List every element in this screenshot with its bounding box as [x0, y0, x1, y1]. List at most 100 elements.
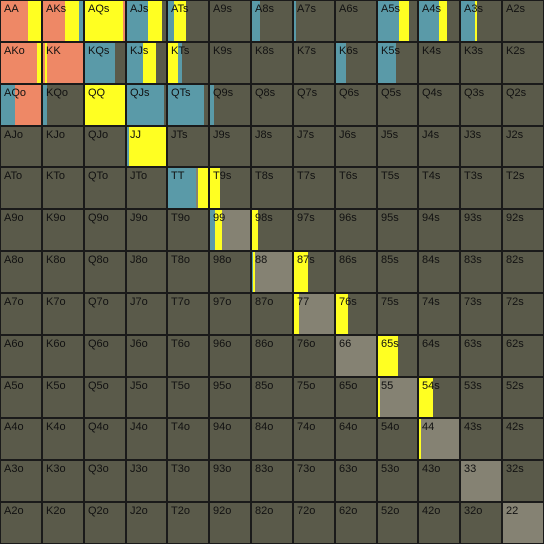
offsuit-hand-cell[interactable]: K3o [42, 460, 84, 502]
offsuit-hand-cell[interactable]: Q7o [84, 293, 126, 335]
offsuit-hand-cell[interactable]: K2o [42, 502, 84, 544]
suited-hand-cell[interactable]: QTs [167, 84, 209, 126]
suited-hand-cell[interactable]: AKs [42, 0, 84, 42]
suited-hand-cell[interactable]: Q3s [460, 84, 502, 126]
suited-hand-cell[interactable]: A7s [293, 0, 335, 42]
offsuit-hand-cell[interactable]: 96o [209, 335, 251, 377]
offsuit-hand-cell[interactable]: J8o [126, 251, 167, 293]
offsuit-hand-cell[interactable]: 63o [335, 460, 377, 502]
suited-hand-cell[interactable]: 85s [377, 251, 418, 293]
pair-cell[interactable]: 22 [502, 502, 544, 544]
suited-hand-cell[interactable]: 63s [460, 335, 502, 377]
suited-hand-cell[interactable]: Q4s [418, 84, 460, 126]
offsuit-hand-cell[interactable]: 42o [418, 502, 460, 544]
offsuit-hand-cell[interactable]: T4o [167, 418, 209, 460]
suited-hand-cell[interactable]: 98s [251, 209, 293, 251]
offsuit-hand-cell[interactable]: 93o [209, 460, 251, 502]
offsuit-hand-cell[interactable]: 83o [251, 460, 293, 502]
offsuit-hand-cell[interactable]: J3o [126, 460, 167, 502]
suited-hand-cell[interactable]: 74s [418, 293, 460, 335]
offsuit-hand-cell[interactable]: 87o [251, 293, 293, 335]
offsuit-hand-cell[interactable]: J6o [126, 335, 167, 377]
offsuit-hand-cell[interactable]: 84o [251, 418, 293, 460]
suited-hand-cell[interactable]: A3s [460, 0, 502, 42]
offsuit-hand-cell[interactable]: K9o [42, 209, 84, 251]
offsuit-hand-cell[interactable]: Q4o [84, 418, 126, 460]
offsuit-hand-cell[interactable]: 95o [209, 377, 251, 418]
suited-hand-cell[interactable]: 83s [460, 251, 502, 293]
suited-hand-cell[interactable]: Q8s [251, 84, 293, 126]
suited-hand-cell[interactable]: 86s [335, 251, 377, 293]
offsuit-hand-cell[interactable]: A8o [0, 251, 42, 293]
offsuit-hand-cell[interactable]: K5o [42, 377, 84, 418]
offsuit-hand-cell[interactable]: T2o [167, 502, 209, 544]
offsuit-hand-cell[interactable]: 62o [335, 502, 377, 544]
suited-hand-cell[interactable]: 72s [502, 293, 544, 335]
offsuit-hand-cell[interactable]: J2o [126, 502, 167, 544]
offsuit-hand-cell[interactable]: Q6o [84, 335, 126, 377]
suited-hand-cell[interactable]: 84s [418, 251, 460, 293]
pair-cell[interactable]: 77 [293, 293, 335, 335]
suited-hand-cell[interactable]: T2s [502, 167, 544, 209]
offsuit-hand-cell[interactable]: 75o [293, 377, 335, 418]
offsuit-hand-cell[interactable]: K7o [42, 293, 84, 335]
offsuit-hand-cell[interactable]: QTo [84, 167, 126, 209]
suited-hand-cell[interactable]: K2s [502, 42, 544, 84]
suited-hand-cell[interactable]: J8s [251, 126, 293, 167]
suited-hand-cell[interactable]: J6s [335, 126, 377, 167]
suited-hand-cell[interactable]: J5s [377, 126, 418, 167]
suited-hand-cell[interactable]: Q9s [209, 84, 251, 126]
suited-hand-cell[interactable]: JTs [167, 126, 209, 167]
suited-hand-cell[interactable]: KTs [167, 42, 209, 84]
offsuit-hand-cell[interactable]: 74o [293, 418, 335, 460]
suited-hand-cell[interactable]: K9s [209, 42, 251, 84]
suited-hand-cell[interactable]: QJs [126, 84, 167, 126]
suited-hand-cell[interactable]: T9s [209, 167, 251, 209]
suited-hand-cell[interactable]: 32s [502, 460, 544, 502]
suited-hand-cell[interactable]: A5s [377, 0, 418, 42]
offsuit-hand-cell[interactable]: A3o [0, 460, 42, 502]
suited-hand-cell[interactable]: J9s [209, 126, 251, 167]
offsuit-hand-cell[interactable]: 85o [251, 377, 293, 418]
suited-hand-cell[interactable]: 92s [502, 209, 544, 251]
offsuit-hand-cell[interactable]: J5o [126, 377, 167, 418]
offsuit-hand-cell[interactable]: J7o [126, 293, 167, 335]
offsuit-hand-cell[interactable]: A7o [0, 293, 42, 335]
offsuit-hand-cell[interactable]: A5o [0, 377, 42, 418]
suited-hand-cell[interactable]: T3s [460, 167, 502, 209]
suited-hand-cell[interactable]: A9s [209, 0, 251, 42]
offsuit-hand-cell[interactable]: QJo [84, 126, 126, 167]
pair-cell[interactable]: 44 [418, 418, 460, 460]
offsuit-hand-cell[interactable]: 32o [460, 502, 502, 544]
suited-hand-cell[interactable]: 93s [460, 209, 502, 251]
suited-hand-cell[interactable]: 53s [460, 377, 502, 418]
suited-hand-cell[interactable]: A8s [251, 0, 293, 42]
offsuit-hand-cell[interactable]: T6o [167, 335, 209, 377]
suited-hand-cell[interactable]: T5s [377, 167, 418, 209]
suited-hand-cell[interactable]: T7s [293, 167, 335, 209]
pair-cell[interactable]: 99 [209, 209, 251, 251]
pair-cell[interactable]: 66 [335, 335, 377, 377]
offsuit-hand-cell[interactable]: JTo [126, 167, 167, 209]
offsuit-hand-cell[interactable]: K6o [42, 335, 84, 377]
suited-hand-cell[interactable]: T6s [335, 167, 377, 209]
suited-hand-cell[interactable]: AJs [126, 0, 167, 42]
offsuit-hand-cell[interactable]: 94o [209, 418, 251, 460]
pair-cell[interactable]: QQ [84, 84, 126, 126]
suited-hand-cell[interactable]: J7s [293, 126, 335, 167]
offsuit-hand-cell[interactable]: 53o [377, 460, 418, 502]
offsuit-hand-cell[interactable]: 52o [377, 502, 418, 544]
suited-hand-cell[interactable]: K6s [335, 42, 377, 84]
suited-hand-cell[interactable]: 54s [418, 377, 460, 418]
offsuit-hand-cell[interactable]: 43o [418, 460, 460, 502]
suited-hand-cell[interactable]: KQs [84, 42, 126, 84]
suited-hand-cell[interactable]: A4s [418, 0, 460, 42]
offsuit-hand-cell[interactable]: J4o [126, 418, 167, 460]
offsuit-hand-cell[interactable]: KTo [42, 167, 84, 209]
offsuit-hand-cell[interactable]: 54o [377, 418, 418, 460]
suited-hand-cell[interactable]: A2s [502, 0, 544, 42]
offsuit-hand-cell[interactable]: Q5o [84, 377, 126, 418]
suited-hand-cell[interactable]: J3s [460, 126, 502, 167]
pair-cell[interactable]: 88 [251, 251, 293, 293]
offsuit-hand-cell[interactable]: Q9o [84, 209, 126, 251]
